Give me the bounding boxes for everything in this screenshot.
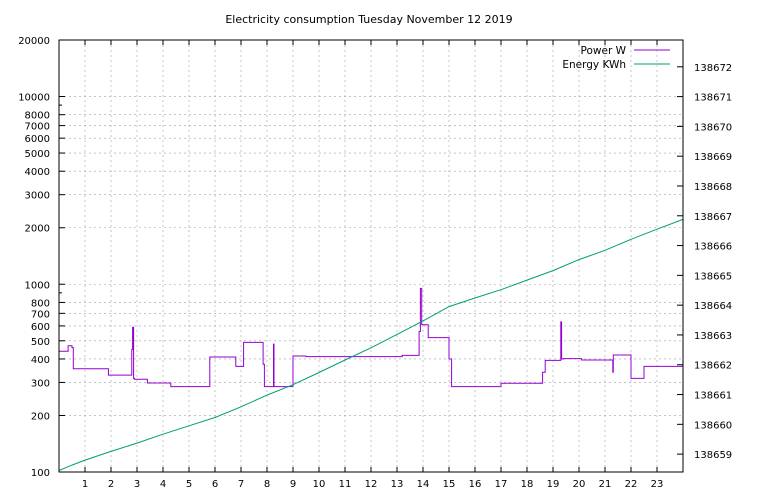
chart-title: Electricity consumption Tuesday November… [225, 13, 512, 26]
y-tick-label: 8000 [25, 111, 50, 122]
y-tick-label: 6000 [25, 134, 50, 145]
x-tick-label: 23 [651, 479, 664, 490]
x-tick-label: 22 [625, 479, 638, 490]
x-tick-label: 18 [521, 479, 534, 490]
y2-tick-label: 138660 [694, 420, 732, 431]
x-tick-label: 5 [186, 479, 192, 490]
x-tick-label: 3 [134, 479, 140, 490]
y-tick-label: 1000 [25, 280, 50, 291]
y-tick-label: 400 [31, 355, 50, 366]
x-tick-label: 20 [573, 479, 586, 490]
legend-label-power: Power W [581, 45, 627, 57]
y-tick-label: 300 [31, 378, 50, 389]
y2-tick-label: 138670 [694, 122, 732, 133]
legend-label-energy: Energy KWh [562, 59, 626, 71]
y2-tick-label: 138669 [694, 152, 732, 163]
y-tick-label: 500 [31, 337, 50, 348]
y-tick-label: 800 [31, 298, 50, 309]
x-tick-label: 12 [365, 479, 378, 490]
y-tick-label: 20000 [18, 36, 50, 47]
x-tick-label: 17 [495, 479, 508, 490]
x-tick-label: 2 [108, 479, 114, 490]
y-tick-label: 10000 [18, 93, 50, 104]
x-tick-label: 21 [599, 479, 612, 490]
y-tick-label: 4000 [25, 167, 50, 178]
y2-tick-label: 138667 [694, 212, 732, 223]
x-tick-label: 14 [417, 479, 430, 490]
y2-tick-label: 138662 [694, 361, 732, 372]
x-tick-label: 15 [443, 479, 456, 490]
y-tick-label: 5000 [25, 149, 50, 160]
x-tick-label: 10 [313, 479, 326, 490]
y-tick-label: 700 [31, 309, 50, 320]
grid-lines [59, 40, 683, 472]
y-tick-label: 7000 [25, 122, 50, 133]
y2-tick-label: 138664 [694, 301, 732, 312]
y2-tick-label: 138665 [694, 271, 732, 282]
y2-tick-label: 138671 [694, 93, 732, 104]
axis-ticks: 1 2 3 4 5 6 7 8 9 10 11 12 13 14 15 16 17 18 19 20 21 22 23100… [18, 36, 732, 490]
x-tick-label: 7 [238, 479, 244, 490]
plot-frame [58, 39, 684, 473]
y2-tick-label: 138661 [694, 391, 732, 402]
x-tick-label: 9 [290, 479, 296, 490]
y-tick-label: 600 [31, 322, 50, 333]
x-tick-label: 8 [264, 479, 270, 490]
y-tick-label: 100 [31, 468, 50, 479]
y-tick-label: 2000 [25, 224, 50, 235]
power-series-line [59, 287, 684, 388]
x-tick-label: 13 [391, 479, 404, 490]
energy-series-line [58, 218, 684, 471]
x-tick-label: 6 [212, 479, 218, 490]
y2-tick-label: 138659 [694, 450, 732, 461]
x-tick-label: 4 [160, 479, 166, 490]
x-tick-label: 1 [82, 479, 88, 490]
y2-tick-label: 138668 [694, 182, 732, 193]
y-tick-label: 200 [31, 411, 50, 422]
x-tick-label: 16 [469, 479, 482, 490]
x-tick-label: 11 [339, 479, 352, 490]
x-tick-label: 19 [547, 479, 560, 490]
y2-tick-label: 138666 [694, 242, 732, 253]
y2-tick-label: 138672 [694, 63, 732, 74]
y-tick-label: 3000 [25, 191, 50, 202]
y2-tick-label: 138663 [694, 331, 732, 342]
series-layer [58, 218, 684, 471]
legend: Power W Energy KWh [562, 45, 670, 71]
